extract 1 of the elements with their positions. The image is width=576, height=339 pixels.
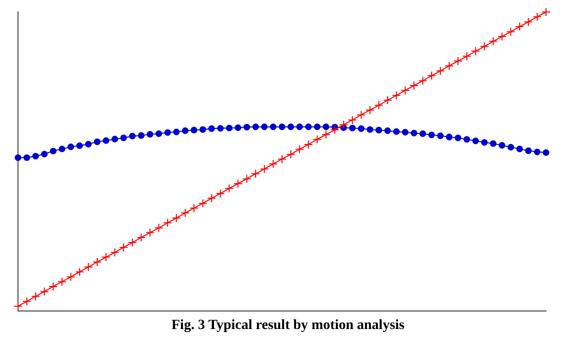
caption: Fig. 3 Typical result by motion analysis	[170, 318, 406, 334]
